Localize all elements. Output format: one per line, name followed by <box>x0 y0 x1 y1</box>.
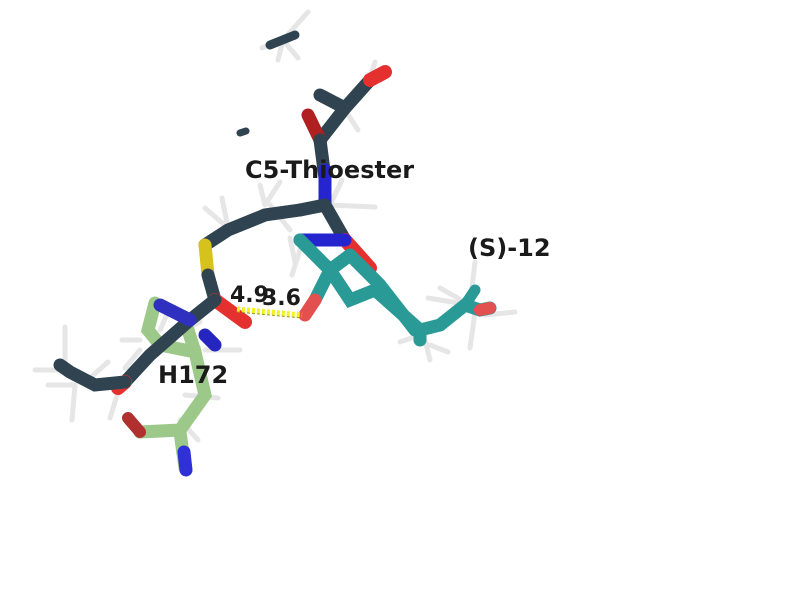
distance-label-2: 3.6 <box>262 286 301 311</box>
thioester-label: C5-Thioester <box>245 156 414 184</box>
residue-h172-sticks <box>122 296 212 477</box>
ligand-s12-label: (S)-12 <box>468 234 551 262</box>
ligand-s12-sticks <box>293 233 497 347</box>
distance-label-1: 4.9 <box>230 283 269 308</box>
residue-h172-label: H172 <box>158 361 228 389</box>
distance-measurement-lines <box>236 306 303 319</box>
hydrogen-atoms <box>32 9 518 443</box>
